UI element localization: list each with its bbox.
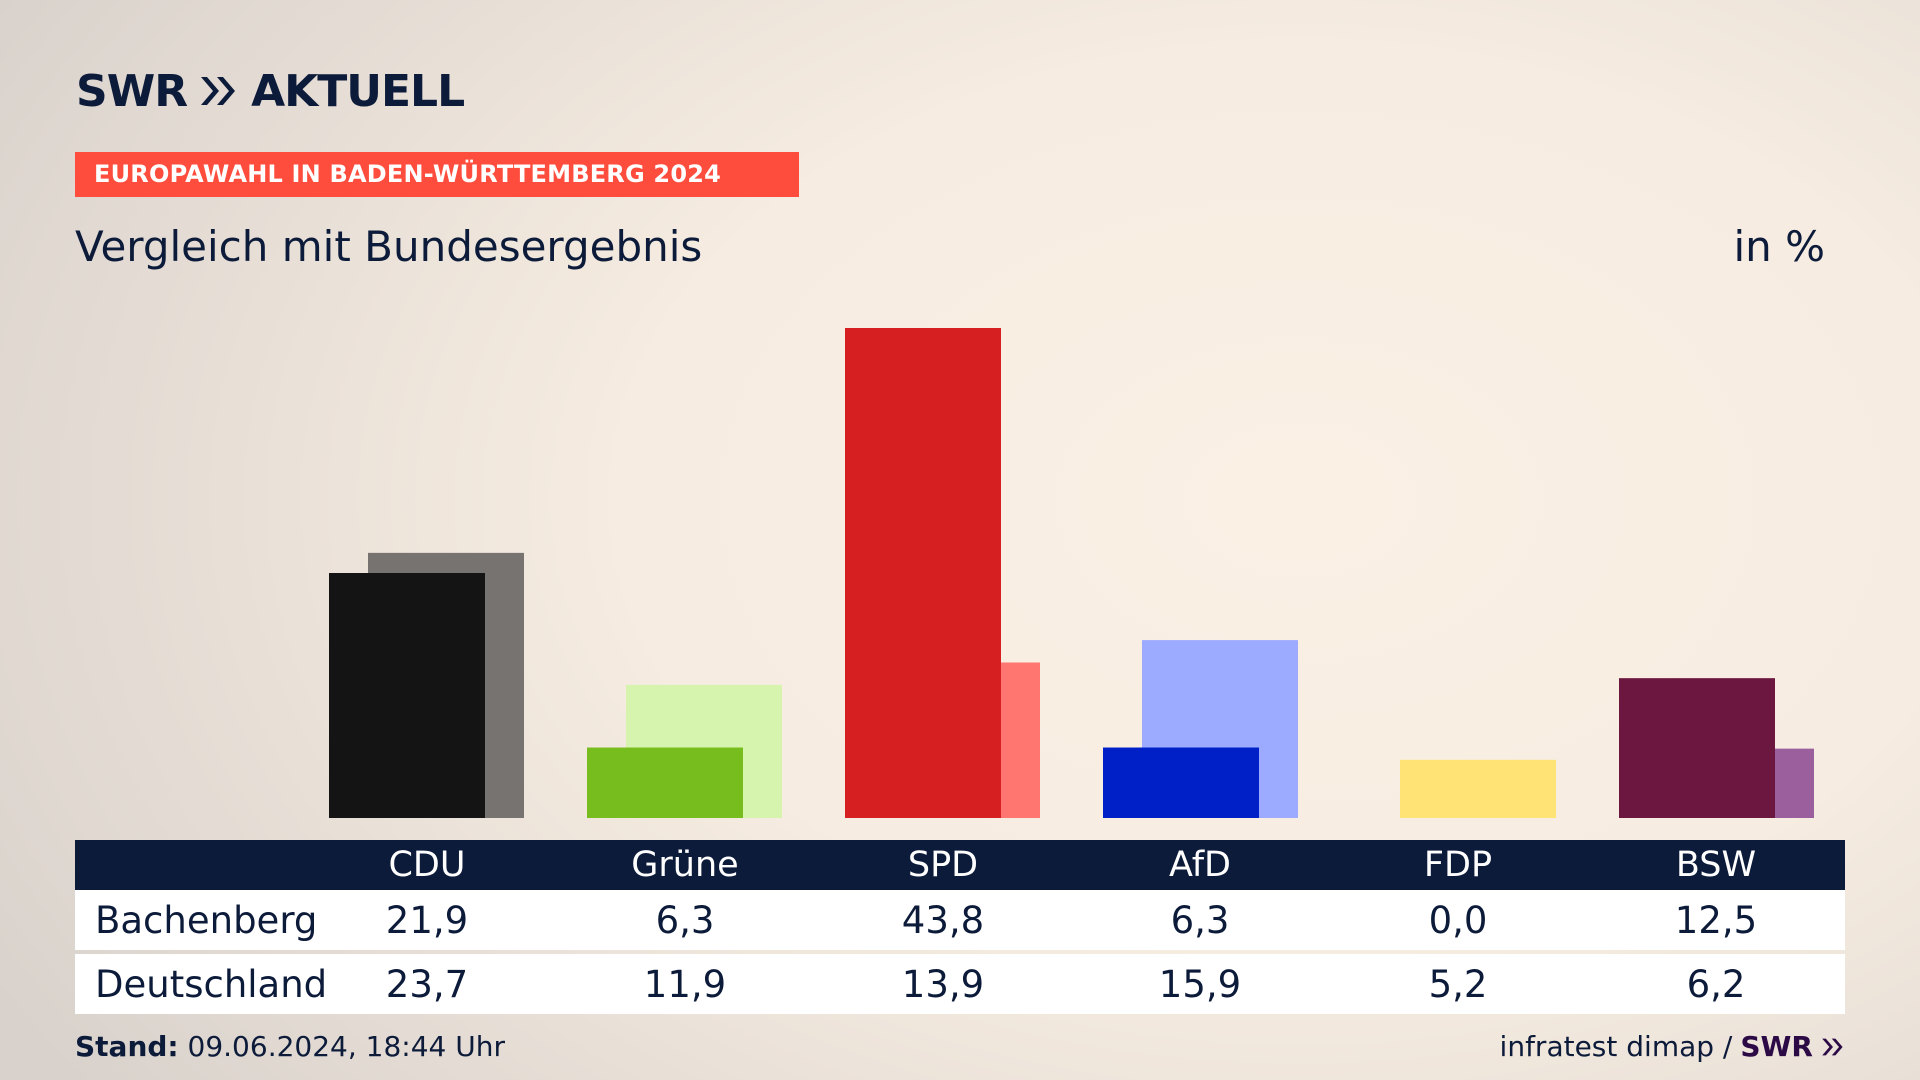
column-header: FDP bbox=[1423, 845, 1493, 885]
double-chevron-icon bbox=[1822, 1038, 1843, 1055]
table-cell: 43,8 bbox=[901, 898, 985, 942]
column-header: BSW bbox=[1675, 845, 1757, 885]
column-header: CDU bbox=[388, 845, 466, 885]
timestamp: Stand: 09.06.2024, 18:44 Uhr bbox=[75, 1030, 505, 1063]
bar-grne-bachenberg bbox=[587, 747, 743, 818]
logo-swr-text: SWR bbox=[76, 65, 188, 117]
kicker-banner: EUROPAWAHL IN BADEN-WÜRTTEMBERG 2024 bbox=[75, 152, 799, 197]
row-label: Deutschland bbox=[95, 962, 328, 1006]
bar-chart bbox=[329, 328, 1814, 818]
bar-spd-bachenberg bbox=[845, 328, 1001, 818]
table-cell: 13,9 bbox=[901, 962, 985, 1006]
table-row: Bachenberg 21,9 6,3 43,8 6,3 0,0 12,5 bbox=[75, 890, 1845, 950]
column-header: SPD bbox=[907, 845, 979, 885]
source-credit: infratest dimap / SWR bbox=[1500, 1030, 1845, 1063]
bar-fdp-deutschland bbox=[1400, 759, 1556, 818]
source-brand: SWR bbox=[1740, 1030, 1813, 1063]
table-cell: 11,9 bbox=[643, 962, 727, 1006]
stand-value: 09.06.2024, 18:44 Uhr bbox=[187, 1030, 505, 1063]
results-table: CDU Grüne SPD AfD FDP BSW Bachenberg 21,9 6,3 4… bbox=[75, 840, 1845, 1014]
table-cell: 15,9 bbox=[1158, 962, 1242, 1006]
double-chevron-icon bbox=[201, 77, 236, 105]
column-header: Grüne bbox=[631, 845, 739, 885]
source-text: infratest dimap / bbox=[1499, 1030, 1733, 1063]
page-title: Vergleich mit Bundesergebnis bbox=[75, 222, 703, 271]
swr-aktuell-logo: SWR AKTUELL bbox=[76, 65, 465, 117]
table-cell: 6,3 bbox=[1170, 898, 1230, 942]
table-cell: 21,9 bbox=[385, 898, 469, 942]
table-cell: 6,2 bbox=[1686, 962, 1746, 1006]
bar-afd-bachenberg bbox=[1103, 747, 1259, 818]
table-header-row: CDU Grüne SPD AfD FDP BSW bbox=[75, 840, 1845, 890]
table-cell: 6,3 bbox=[655, 898, 715, 942]
table-cell: 0,0 bbox=[1428, 898, 1488, 942]
row-label: Bachenberg bbox=[95, 898, 318, 942]
table-row: Deutschland 23,7 11,9 13,9 15,9 5,2 6,2 bbox=[75, 954, 1845, 1014]
logo-aktuell-text: AKTUELL bbox=[251, 65, 465, 117]
table-cell: 23,7 bbox=[385, 962, 469, 1006]
table-cell: 5,2 bbox=[1428, 962, 1488, 1006]
bar-bsw-bachenberg bbox=[1619, 678, 1775, 818]
unit-label: in % bbox=[1733, 222, 1825, 271]
stand-label: Stand: bbox=[75, 1030, 179, 1063]
bar-cdu-bachenberg bbox=[329, 573, 485, 818]
table-cell: 12,5 bbox=[1674, 898, 1758, 942]
column-header: AfD bbox=[1169, 845, 1231, 885]
